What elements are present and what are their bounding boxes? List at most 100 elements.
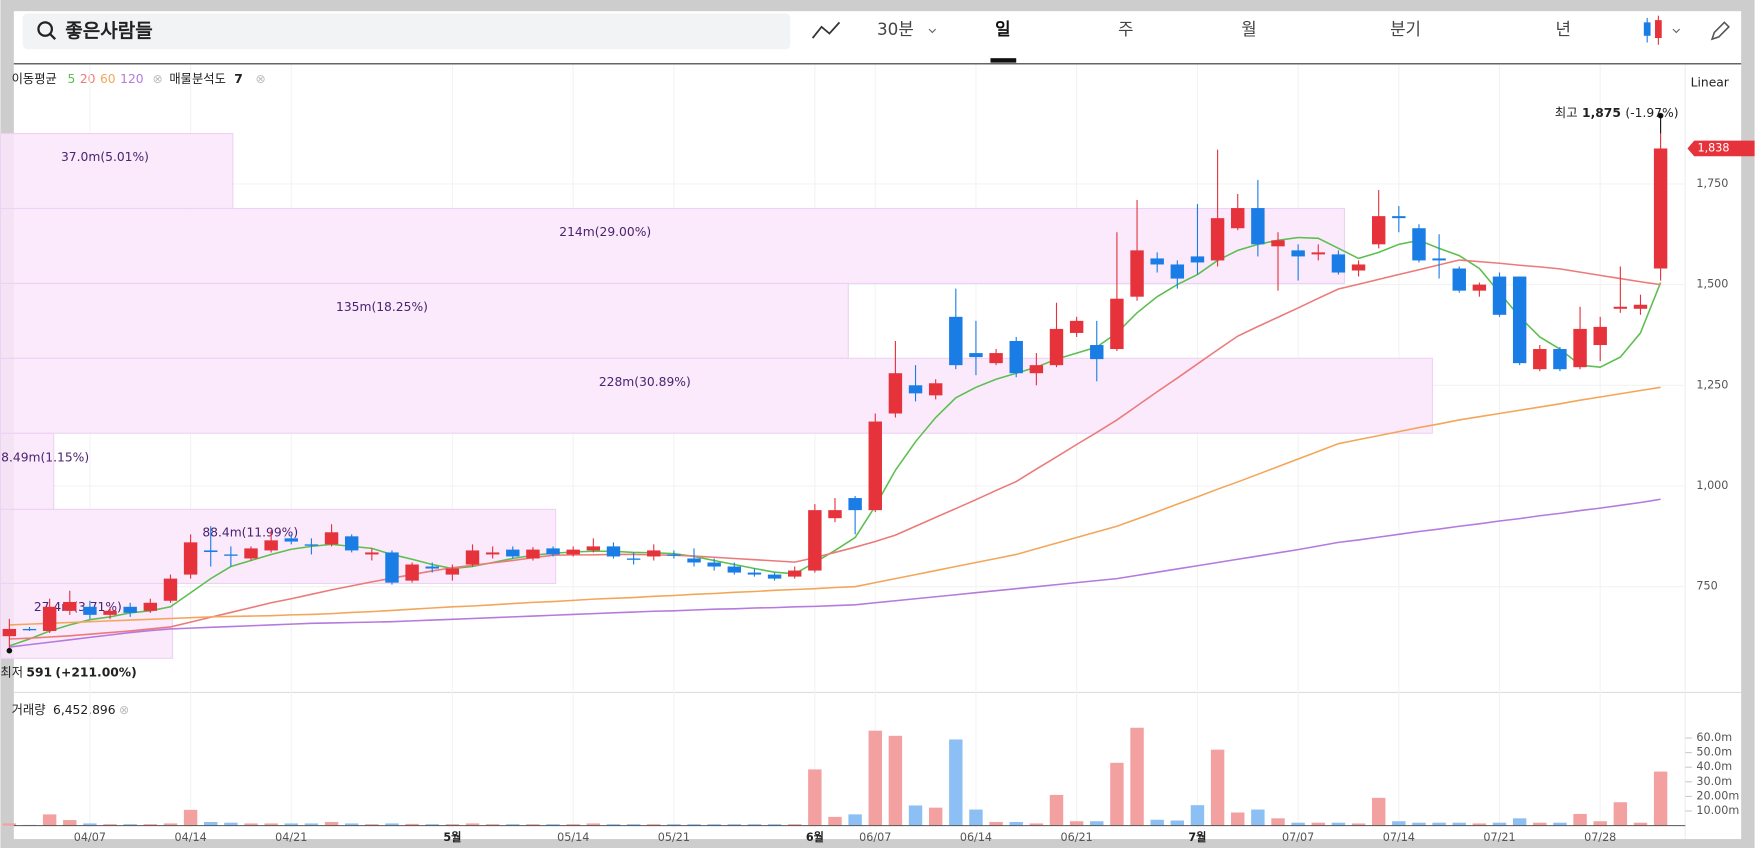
candle-body: [546, 548, 560, 555]
volume-bar: [264, 823, 278, 826]
candle-body: [244, 548, 258, 559]
tab[interactable]: 주: [1118, 19, 1133, 39]
volume-profile-label: 214m(29.00%): [559, 225, 651, 239]
volume-bar: [365, 824, 379, 826]
volume-bar: [1452, 822, 1466, 826]
x-tick-label: 04/14: [174, 831, 206, 844]
moving-average-line: [9, 386, 1661, 626]
candle-body: [848, 498, 862, 511]
candle-body: [1633, 304, 1648, 309]
x-tick-label: 06/07: [859, 831, 891, 844]
candle-body: [103, 610, 117, 615]
moving-average-line: [9, 259, 1661, 640]
candle-body: [1150, 258, 1164, 265]
volume-bar: [485, 824, 500, 826]
volume-bar: [1371, 797, 1386, 826]
volume-bar: [546, 824, 560, 826]
volume-profile-label: 228m(30.89%): [599, 375, 691, 389]
x-tick-label: 05/14: [557, 831, 589, 844]
volume-bar: [1029, 823, 1044, 826]
volume-bar: [1090, 821, 1104, 826]
volume-bar: [42, 814, 57, 826]
volume-profile-label: 37.0m(5.01%): [61, 150, 149, 164]
volume-bar: [224, 822, 238, 826]
scale-label[interactable]: Linear: [1691, 75, 1730, 89]
volume-bar: [324, 821, 339, 826]
volume-bar: [767, 824, 782, 826]
high-label-change: (-1.97%): [1625, 105, 1678, 119]
candle-body: [1392, 216, 1406, 219]
volume-bar: [1432, 822, 1446, 826]
volume-bar: [143, 824, 158, 826]
candle-body: [1069, 320, 1084, 333]
volume-bar: [526, 824, 540, 826]
volume-bar: [969, 809, 983, 826]
volume-bar: [1573, 813, 1587, 826]
candle-body: [324, 532, 339, 545]
volume-bar: [626, 824, 641, 826]
volume-bar: [1553, 822, 1567, 826]
close-icon[interactable]: ⊗: [153, 72, 163, 86]
search-icon: [48, 32, 57, 40]
ma-legend-entry: 20: [80, 72, 96, 86]
search-text[interactable]: 좋은사람들: [65, 20, 152, 42]
indicator-icon[interactable]: [811, 21, 841, 39]
candle-body: [928, 383, 943, 396]
volume-bar: [1049, 794, 1064, 826]
volume-bar: [727, 824, 742, 826]
candle-body: [1613, 306, 1628, 309]
x-tick-label: 7월: [1188, 830, 1206, 844]
candle-type-icon[interactable]: [1643, 15, 1681, 45]
volume-tick-label: 40.0m: [1696, 760, 1732, 773]
close-icon[interactable]: ⊗: [255, 72, 265, 86]
draw-icon[interactable]: [1710, 21, 1730, 41]
candle-body: [1553, 349, 1567, 370]
candle-body: [687, 558, 701, 563]
candle-body: [304, 544, 319, 546]
candle-body: [1512, 276, 1527, 364]
tab[interactable]: 년: [1556, 19, 1571, 39]
candle-body: [1432, 258, 1446, 261]
low-marker: [6, 647, 13, 654]
search-box[interactable]: [22, 13, 791, 50]
volume-bar: [1392, 821, 1406, 826]
ma-legend-entry: 60: [100, 72, 116, 86]
tab[interactable]: 분기: [1390, 19, 1421, 39]
candle-body: [1371, 216, 1386, 245]
volume-tick-label: 20.00m: [1696, 789, 1739, 802]
volume-bar: [647, 824, 661, 826]
vp-legend-count: 7: [234, 72, 243, 86]
volume-bar: [344, 823, 359, 826]
x-tick-label: 07/21: [1483, 831, 1515, 844]
volume-bar: [1231, 812, 1245, 826]
candle-body: [1049, 328, 1064, 366]
candle-body: [767, 574, 782, 579]
candle-body: [1271, 240, 1285, 247]
candle-body: [506, 549, 520, 557]
close-icon[interactable]: ⊗: [119, 703, 129, 717]
volume-bar: [1311, 822, 1325, 826]
candle-body: [425, 566, 439, 569]
volume-bar: [1210, 749, 1225, 826]
tab[interactable]: 일: [995, 19, 1010, 39]
tab[interactable]: 30분: [877, 19, 914, 39]
x-tick-label: 07/28: [1584, 831, 1616, 844]
candle-body: [1533, 349, 1547, 370]
ma-legend-entry: 120: [120, 72, 143, 86]
volume-bar: [1472, 823, 1487, 826]
x-tick-label: 07/14: [1383, 831, 1415, 844]
candle-body: [1170, 264, 1185, 279]
high-label-value: 1,875: [1582, 105, 1621, 119]
volume-bar: [989, 821, 1003, 826]
volume-bar: [83, 823, 97, 826]
candle-body: [284, 538, 298, 542]
candle-body: [606, 546, 621, 557]
candle-body: [22, 628, 37, 631]
volume-bar: [1492, 822, 1507, 826]
candle-body: [1251, 208, 1265, 245]
volume-profile-bar: [0, 282, 849, 359]
ma-legend-label: 이동평균: [12, 72, 57, 86]
dropdown-icon: [928, 28, 937, 34]
tab[interactable]: 월: [1241, 19, 1256, 39]
candle-body: [1492, 276, 1507, 315]
